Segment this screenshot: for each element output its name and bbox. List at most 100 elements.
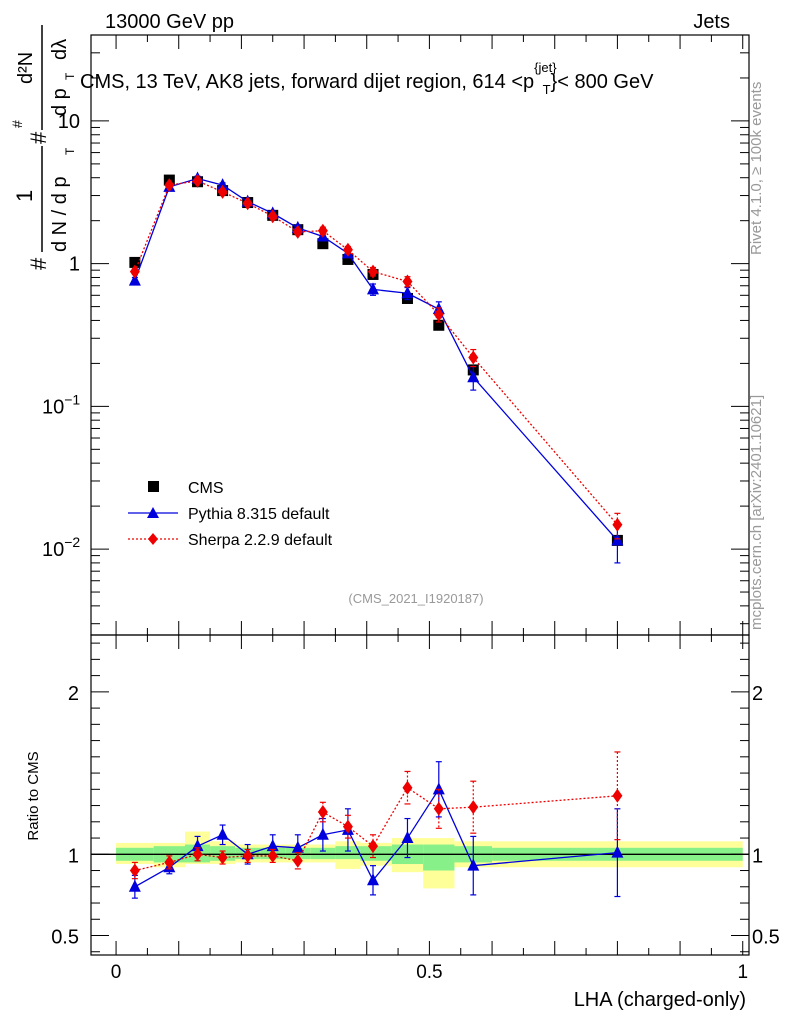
main-ytick-label-3: 10	[58, 111, 80, 133]
ylabel-t-2: T	[63, 72, 77, 80]
main-sherpa-point-8	[342, 242, 353, 257]
plot-title-sup: {jet}	[534, 60, 557, 75]
category-label: Jets	[693, 11, 730, 33]
ratio-band-inner-7	[310, 847, 336, 860]
ratio-band-inner-8	[335, 846, 361, 860]
legend-sherpa-marker	[148, 533, 158, 545]
ratio-pythia-point-7	[316, 827, 329, 840]
main-sherpa-point-5	[267, 209, 278, 224]
ylabel-dlambda: dλ	[49, 39, 71, 60]
main-cms-point-11	[433, 319, 445, 331]
ratio-ytick-label-r-0: 0.5	[752, 927, 780, 949]
ylabel-hash-1: #	[26, 257, 51, 270]
main-sherpa-point-1	[164, 178, 175, 193]
legend-sherpa-label: Sherpa 2.2.9 default	[188, 532, 333, 549]
plot-title: CMS, 13 TeV, AK8 jets, forward dijet reg…	[80, 60, 654, 97]
main-ytick-label-2: 1	[69, 254, 80, 276]
ylabel-hash-2: #	[26, 131, 51, 144]
ratio-panel-content	[91, 751, 749, 899]
main-pythia-point-0	[128, 273, 141, 286]
rivet-version-label: Rivet 4.1.0, ≥ 100k events	[748, 82, 765, 255]
main-cms-point-7	[317, 238, 329, 250]
ratio-ytick-label-r-1: 1	[752, 845, 763, 867]
legend: CMS Pythia 8.315 default Sherpa 2.2.9 de…	[128, 480, 333, 549]
main-pythia-point-3	[216, 178, 229, 191]
main-sherpa-point-12	[468, 350, 479, 365]
main-pythia-point-12	[467, 370, 480, 383]
x-axis-title: LHA (charged-only)	[574, 989, 746, 1011]
main-ylabel: # 1 d N / d p T # # d²N d p T dλ	[9, 25, 77, 270]
main-sherpa-point-3	[217, 184, 228, 199]
ratio-sherpa-point-12	[468, 800, 479, 815]
ratio-sherpa-point-6	[292, 853, 303, 868]
ylabel-t-1: T	[63, 147, 77, 155]
main-sherpa-point-4	[242, 196, 253, 211]
main-ytick-label-0: 10−2	[42, 534, 80, 561]
ratio-band-inner-11	[423, 844, 455, 871]
x-tick-label-2: 1	[737, 962, 748, 983]
legend-cms-label: CMS	[188, 480, 224, 497]
ratio-pythia-point-12	[467, 858, 480, 871]
main-pythia-point-9	[367, 282, 379, 295]
ylabel-hash-3: #	[9, 120, 25, 128]
plot-title-sub: T	[543, 82, 551, 97]
ratio-sherpa-point-0	[129, 863, 140, 878]
x-tick-label-0: 0	[111, 962, 122, 983]
ratio-ytick-label-r-2: 2	[752, 683, 763, 705]
ratio-pythia-point-3	[216, 827, 229, 840]
ratio-y-axis-title: Ratio to CMS	[25, 751, 42, 840]
ratio-ytick-label-l-0: 0.5	[51, 927, 79, 949]
ratio-pythia-point-13	[611, 845, 624, 858]
main-sherpa-point-9	[368, 264, 378, 279]
ratio-pythia-point-0	[128, 879, 141, 892]
ratio-frame	[90, 634, 750, 956]
main-sherpa-point-2	[192, 173, 203, 188]
ratio-sherpa-point-9	[368, 839, 378, 854]
x-tick-label-1: 0.5	[416, 962, 442, 983]
mcplots-label: mcplots.cern.ch [arXiv:2401.10621]	[748, 395, 765, 630]
ratio-ytick-label-l-1: 1	[68, 845, 79, 867]
main-sherpa-line	[134, 180, 618, 526]
main-pythia-point-10	[401, 286, 414, 299]
main-cms-point-0	[129, 256, 141, 268]
legend-pythia-label: Pythia 8.315 default	[188, 506, 330, 523]
ylabel-denominator: d p	[49, 88, 71, 116]
main-cms-point-8	[342, 253, 354, 265]
main-ytick-label-1: 10−1	[42, 391, 80, 418]
ratio-sherpa-point-10	[402, 780, 413, 795]
ratio-pythia-point-9	[367, 873, 379, 886]
main-series	[128, 171, 624, 564]
ratio-band-inner-9	[360, 846, 392, 861]
main-sherpa-point-0	[129, 264, 140, 279]
ratio-sherpa-point-2	[192, 847, 203, 862]
main-sherpa-point-13	[612, 517, 623, 532]
ratio-sherpa-point-4	[242, 848, 253, 863]
main-sherpa-point-7	[317, 223, 328, 238]
analysis-id-label: (CMS_2021_I1920187)	[348, 591, 483, 606]
ylabel-numerator: d²N	[15, 52, 37, 84]
ratio-sherpa-point-7	[317, 805, 328, 820]
ratio-ytick-label-l-2: 2	[68, 683, 79, 705]
ratio-sherpa-point-3	[217, 850, 228, 865]
energy-label: 13000 GeV pp	[105, 11, 234, 33]
ratio-pythia-line	[134, 787, 618, 888]
main-sherpa-point-6	[292, 224, 303, 239]
ylabel-dn: d N / d p	[49, 176, 71, 252]
ylabel-one: 1	[12, 190, 37, 202]
ratio-sherpa-point-1	[164, 855, 175, 870]
ratio-sherpa-point-5	[267, 848, 278, 863]
main-sherpa-point-11	[433, 307, 444, 322]
plot-title-tail: }< 800 GeV	[551, 71, 655, 93]
legend-cms-marker	[148, 481, 159, 492]
ratio-sherpa-point-13	[612, 788, 623, 803]
ratio-pythia-point-10	[401, 831, 414, 844]
ratio-sherpa-point-11	[433, 801, 444, 816]
main-pythia-line	[134, 177, 618, 541]
ratio-pythia-point-11	[432, 782, 445, 795]
plot-title-main: CMS, 13 TeV, AK8 jets, forward dijet reg…	[80, 71, 534, 93]
main-sherpa-point-10	[402, 274, 413, 289]
ratio-sherpa-point-8	[342, 819, 353, 834]
ratio-pythia-point-5	[266, 839, 279, 852]
